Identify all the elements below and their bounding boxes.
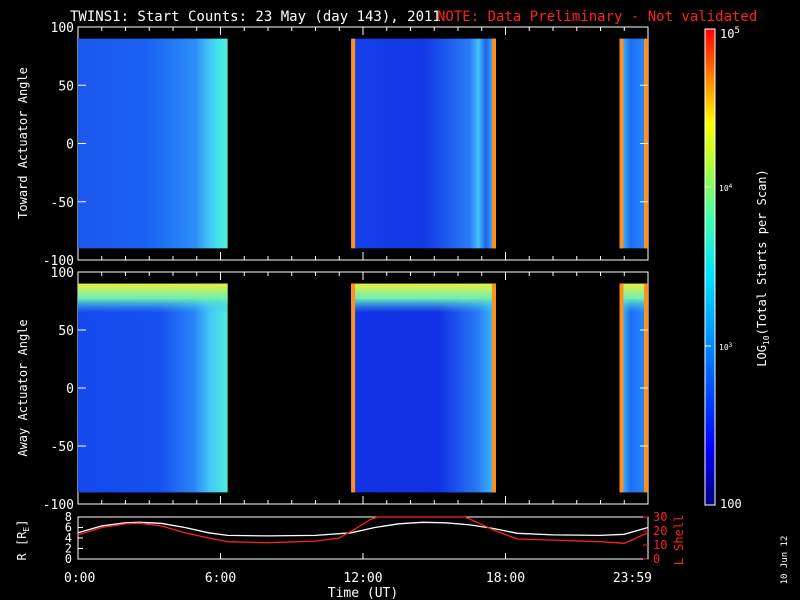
away-heatmap (78, 283, 648, 493)
toward-y-tick-label: 50 (58, 79, 74, 94)
toward-data-block (351, 38, 496, 249)
r-y-tick-label: 4 (65, 531, 72, 545)
time-x-tick-label: 0:00 (64, 571, 95, 586)
r-y-tick-label: 2 (65, 542, 72, 556)
colorbar-low-label: 103 (719, 342, 733, 352)
toward-y-tick-label: -100 (43, 254, 74, 269)
lshell-y-tick-label: 30 (653, 510, 667, 524)
away-data-block (78, 283, 228, 493)
toward-data-block (78, 38, 228, 249)
r-distance-line (77, 521, 649, 537)
away-y-tick-label: 50 (58, 324, 74, 339)
toward-edge-stripe (351, 38, 356, 249)
away-y-tick-label: -50 (51, 440, 74, 455)
lshell-axis-label: L Shell (672, 515, 686, 566)
away-data-block (351, 283, 496, 493)
away-high-count-band (351, 283, 496, 313)
time-x-tick-label: 6:00 (205, 571, 236, 586)
lshell-line (77, 516, 649, 544)
colorbar-gradient (704, 28, 716, 506)
colorbar-mid-label: 104 (719, 183, 733, 193)
toward-y-tick-label: 100 (51, 21, 74, 36)
time-x-tick-label: 12:00 (343, 571, 382, 586)
data-note: NOTE: Data Preliminary - Not validated (437, 9, 757, 25)
away-edge-stripe (619, 283, 624, 493)
time-x-tick-label: 18:00 (486, 571, 525, 586)
away-y-tick-label: 0 (66, 382, 74, 397)
away-y-tick-label: -100 (43, 498, 74, 513)
colorbar-label: LOG10(Total Starts per Scan) (755, 169, 771, 367)
chart-title: TWINS1: Start Counts: 23 May (day 143), … (70, 9, 441, 25)
away-edge-stripe (492, 283, 496, 493)
toward-y-tick-label: -50 (51, 196, 74, 211)
colorbar: 105 104 103 100 LOG10(Total Starts per S… (704, 26, 771, 511)
lshell-y-tick-label: 20 (653, 524, 667, 538)
away-y-label: Away Actuator Angle (16, 319, 30, 456)
colorbar-max-label: 105 (720, 26, 740, 41)
toward-y-label: Toward Actuator Angle (16, 67, 30, 219)
away-high-count-band (619, 283, 648, 313)
toward-edge-stripe (619, 38, 624, 249)
r-y-tick-label: 8 (65, 510, 72, 524)
x-axis-label: Time (UT) (328, 586, 398, 600)
r-y-tick-label: 0 (65, 552, 72, 566)
lshell-y-tick-label: 10 (653, 538, 667, 552)
r-axis-label: R [RE] (15, 520, 31, 561)
footer-date: 10 Jun 12 (780, 536, 790, 585)
away-high-count-band (78, 283, 228, 313)
toward-panel: 100 50 0 -50 -100 Toward Actuator Angle (16, 21, 649, 269)
r-y-tick-label: 6 (65, 521, 72, 535)
toward-edge-stripe (492, 38, 496, 249)
toward-y-tick-label: 0 (66, 138, 74, 153)
colorbar-min-label: 100 (720, 497, 742, 511)
away-edge-stripe (351, 283, 356, 493)
away-y-tick-label: 100 (51, 266, 74, 281)
lshell-y-tick-label: 0 (653, 552, 660, 566)
away-panel: 100 50 0 -50 -100 Away Actuator Angle (16, 266, 649, 513)
time-x-tick-label: 23:59 (613, 571, 652, 586)
